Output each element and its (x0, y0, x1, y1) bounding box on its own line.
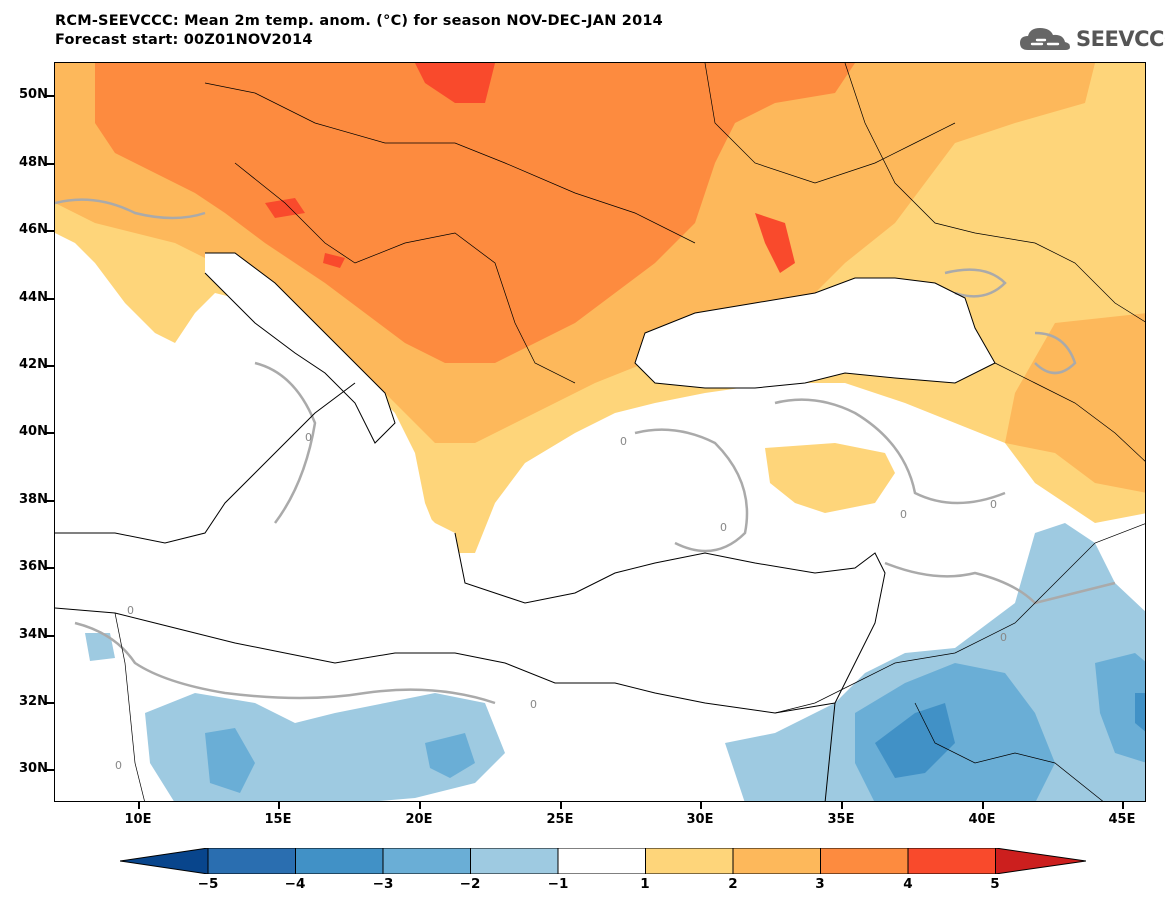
colorbar-segment (207, 848, 296, 874)
lon-label: 45E (1108, 812, 1136, 827)
lat-label: 46N (19, 222, 48, 237)
contour-label: 0 (127, 604, 134, 617)
contour-label: 0 (990, 498, 997, 511)
colorbar-tick: 4 (903, 876, 913, 892)
anomaly-map: 0 0 0 0 0 0 0 0 0 (55, 63, 1145, 801)
anom-2-turkey (765, 443, 895, 513)
colorbar (120, 848, 1086, 874)
lat-label: 44N (19, 290, 48, 305)
colorbar-segment (382, 848, 471, 874)
lon-label: 15E (264, 812, 292, 827)
lat-label: 30N (19, 761, 48, 776)
country-borders (114, 63, 1145, 801)
lon-tick (138, 802, 140, 809)
colorbar-tick: 5 (990, 876, 1000, 892)
lat-label: 36N (19, 559, 48, 574)
lat-tick (46, 635, 54, 637)
colorbar-segment (295, 848, 384, 874)
lat-tick (46, 95, 54, 97)
black-sea (635, 278, 995, 388)
lat-tick (46, 298, 54, 300)
lon-label: 30E (686, 812, 714, 827)
lat-label: 42N (19, 357, 48, 372)
contour-label: 0 (1000, 631, 1007, 644)
contour-label: 0 (115, 759, 122, 772)
contour-label: 0 (900, 508, 907, 521)
lon-tick (1122, 802, 1124, 809)
colorbar-segment (470, 848, 559, 874)
lon-tick (982, 802, 984, 809)
contour-label: 0 (720, 521, 727, 534)
colorbar-segment (645, 848, 734, 874)
contour-label: 0 (530, 698, 537, 711)
colorbar-tick: −2 (459, 876, 481, 892)
colorbar-tick: −1 (547, 876, 569, 892)
lat-tick (46, 769, 54, 771)
lat-tick (46, 163, 54, 165)
lat-tick (46, 365, 54, 367)
lat-label: 40N (19, 424, 48, 439)
lon-label: 35E (827, 812, 855, 827)
lon-tick (841, 802, 843, 809)
map-title: RCM-SEEVCCC: Mean 2m temp. anom. (°C) fo… (55, 12, 663, 50)
colorbar-segment (557, 848, 646, 874)
colorbar-tick: −4 (284, 876, 306, 892)
lat-tick (46, 500, 54, 502)
lon-tick (278, 802, 280, 809)
colorbar-segment (907, 848, 996, 874)
lon-label: 40E (968, 812, 996, 827)
colorbar-tick: −3 (372, 876, 394, 892)
lat-tick (46, 432, 54, 434)
colorbar-tick: 1 (640, 876, 650, 892)
colorbar-segment (820, 848, 909, 874)
lon-label: 25E (546, 812, 574, 827)
neg-3-region-east (875, 693, 1145, 778)
neg-2-region-libya (205, 728, 475, 793)
title-line-2: Forecast start: 00Z01NOV2014 (55, 32, 313, 48)
colorbar-segment (120, 848, 209, 874)
colorbar-tick: −5 (197, 876, 219, 892)
lon-tick (419, 802, 421, 809)
colorbar-segment (732, 848, 821, 874)
cloud-icon (1020, 28, 1070, 50)
zero-contours (55, 198, 1116, 705)
colorbar-tick: 3 (815, 876, 825, 892)
contour-labels: 0 0 0 0 0 0 0 0 0 (115, 431, 1007, 772)
map-panel: 0 0 0 0 0 0 0 0 0 (54, 62, 1146, 802)
title-line-1: RCM-SEEVCCC: Mean 2m temp. anom. (°C) fo… (55, 13, 663, 29)
lat-label: 50N (19, 87, 48, 102)
lat-tick (46, 702, 54, 704)
seevccc-logo: SEEVCCC (1018, 24, 1165, 54)
lon-tick (700, 802, 702, 809)
lon-label: 20E (405, 812, 433, 827)
lon-tick (560, 802, 562, 809)
lat-label: 48N (19, 155, 48, 170)
lat-label: 34N (19, 627, 48, 642)
contour-label: 0 (305, 431, 312, 444)
contour-label: 0 (620, 435, 627, 448)
logo-text: SEEVCCC (1076, 27, 1165, 51)
lat-label: 32N (19, 694, 48, 709)
lon-label: 10E (124, 812, 152, 827)
colorbar-tick: 2 (728, 876, 738, 892)
colorbar-segment (995, 848, 1086, 874)
neg-1-spot (85, 633, 115, 661)
anom-3-region (95, 63, 855, 363)
lat-tick (46, 567, 54, 569)
lat-tick (46, 230, 54, 232)
lat-label: 38N (19, 492, 48, 507)
